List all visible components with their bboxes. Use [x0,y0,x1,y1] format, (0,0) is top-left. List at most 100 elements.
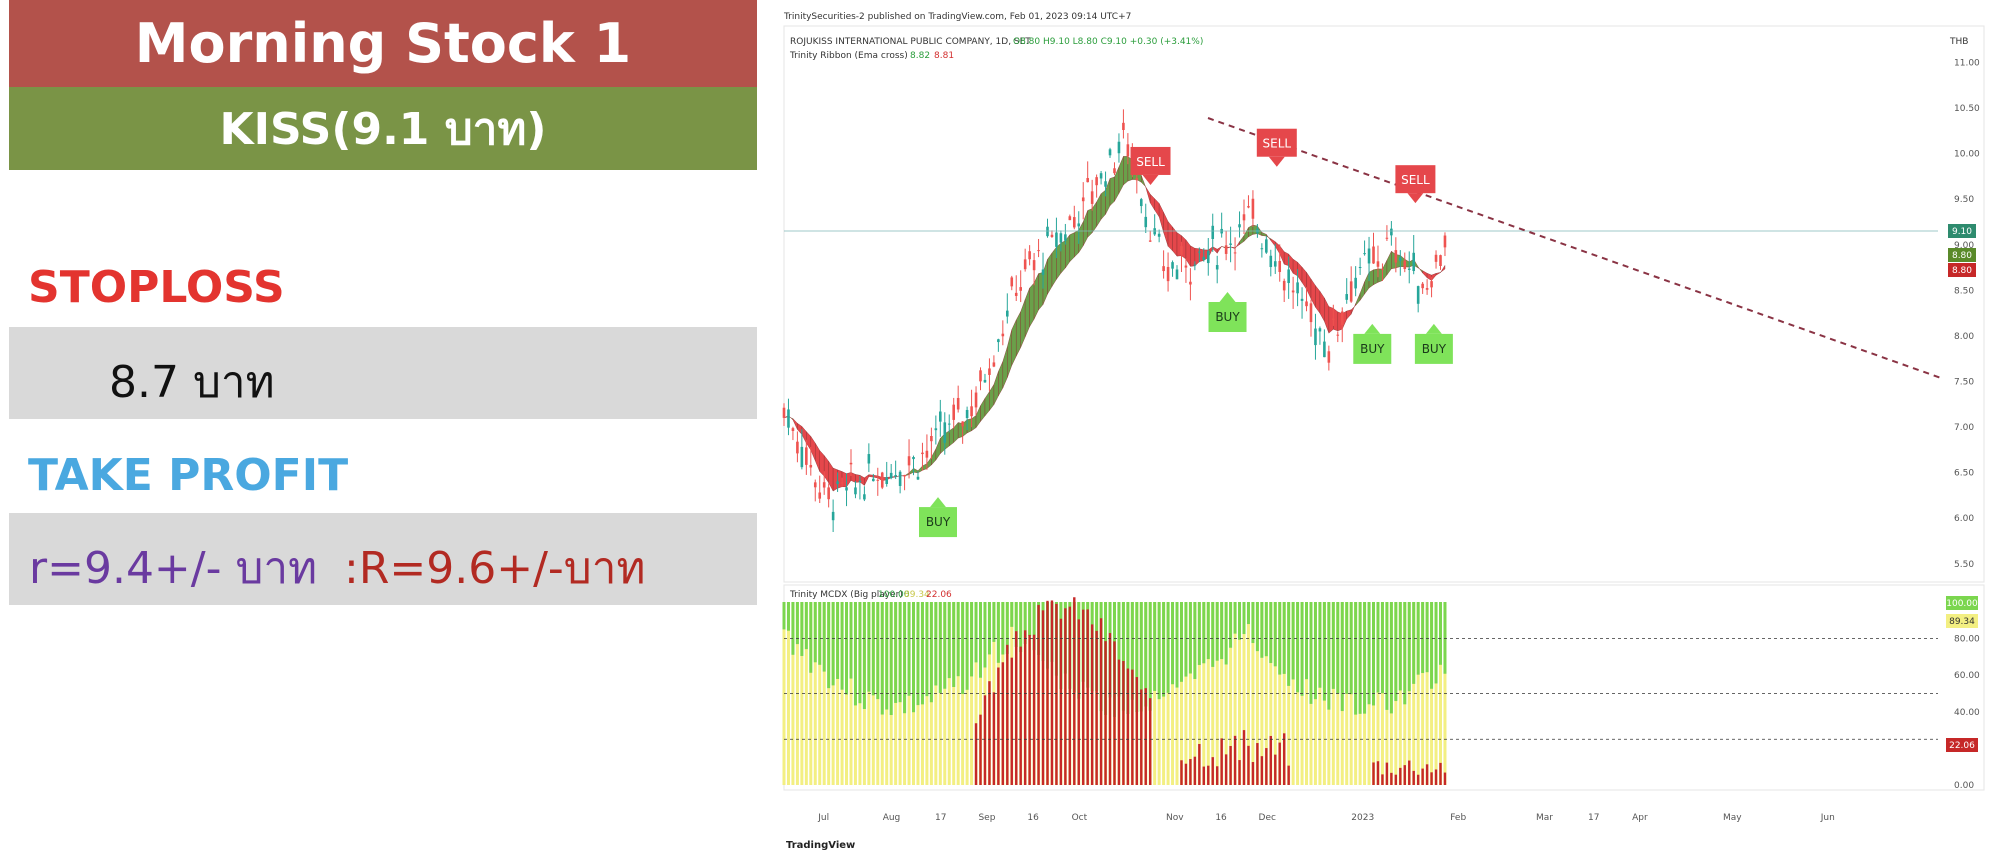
candle-body [1055,233,1058,247]
ribbon-segment [1021,300,1025,348]
candle-body [1363,253,1366,254]
candle-body [1046,227,1049,236]
price-tick-label: 8.50 [1954,286,1974,296]
mcdx-green-bar [890,602,893,715]
symbol-line: ROJUKISS INTERNATIONAL PUBLIC COMPANY, 1… [790,37,1031,47]
candle-body [827,487,830,499]
mcdx-green-bar [894,602,897,703]
ribbon-segment [1039,272,1043,310]
candle-body [1033,260,1036,270]
candle-body [1421,284,1424,288]
candle-body [1010,277,1013,286]
candle-body [1310,303,1313,322]
ribbon-segment [860,475,864,485]
mcdx-green-bar [1225,602,1228,664]
ribbon-segment [1083,210,1087,245]
mcdx-green-bar [858,602,861,703]
ribbon-segment [1369,270,1373,288]
mcdx-red-bar [1015,631,1017,785]
buy-signal: BUY [1353,324,1391,364]
candle-body [1216,265,1219,269]
candle-body [1296,282,1299,293]
mcdx-green-bar [1265,602,1268,656]
ribbon-segment [1168,222,1172,251]
sub-value-tag-label: 100.00 [1946,599,1978,609]
mcdx-red-bar [1234,736,1236,785]
candle-body [1015,293,1018,296]
ribbon-segment [1356,293,1360,305]
candle-body [1332,319,1335,320]
mcdx-red-bar [1421,769,1423,785]
candle-body [908,456,911,465]
candle-body [890,473,893,478]
candle-body [1417,286,1420,304]
mcdx-green-bar [1296,602,1299,692]
candle-body [841,482,844,483]
mcdx-green-bar [957,602,960,676]
candle-body [903,475,906,476]
mcdx-green-bar [1260,602,1263,658]
mcdx-red-bar [1435,769,1437,785]
mcdx-red-bar [1122,661,1124,785]
mcdx-green-bar [948,602,951,678]
ribbon-segment [1119,156,1123,193]
candle-body [926,451,929,458]
sell-arrow [1407,193,1423,203]
mcdx-green-bar [791,602,794,655]
candle-body [939,411,942,421]
mcdx-red-bar [1439,763,1441,785]
buy-arrow [1364,324,1380,334]
candle-body [1247,206,1250,207]
ribbon-segment [1315,286,1319,314]
candle-body [1024,259,1027,269]
price-tick-label: 6.00 [1954,514,1974,524]
mcdx-green-bar [1354,602,1357,715]
mcdx-green-bar [966,602,969,690]
mcdx-red-bar [1002,662,1004,785]
candle-body [1180,246,1183,255]
mcdx-red-bar [1180,760,1182,785]
candle-body [796,442,799,454]
mcdx-green-bar [1376,602,1379,693]
mcdx-green-bar [1167,602,1170,693]
buy-signal: BUY [919,497,957,537]
takeprofit-r1: r=9.4+/- บาท [29,533,317,603]
mcdx-red-bar [1381,774,1383,785]
candle-body [1060,233,1063,242]
sell-label: SELL [1263,137,1292,151]
mcdx-green-bar [814,602,817,662]
candle-body [1283,281,1286,290]
sub-tick-label: 40.00 [1954,708,1980,718]
ribbon-segment [820,451,824,477]
ribbon-segment [1101,190,1105,219]
ribbon-segment [1047,253,1051,294]
candle-body [1278,261,1281,272]
mcdx-green-bar [1363,602,1366,714]
candle-body [1336,335,1339,336]
ribbon-segment [1088,209,1092,238]
ribbon-segment [1074,230,1078,257]
candle-body [1319,328,1322,331]
mcdx-green-bar [1010,602,1013,627]
candle-body [872,479,875,481]
ribbon-segment [1311,279,1315,307]
ribbon-segment [1298,262,1302,282]
mcdx-green-bar [961,602,964,694]
ribbon-segment [1213,247,1217,254]
ribbon-segment [1061,241,1065,274]
ribbon-segment [1164,212,1168,246]
ribbon-segment [1244,228,1248,242]
mcdx-red-bar [1145,688,1147,785]
mcdx-red-bar [1028,635,1030,785]
mcdx-green-bar [988,602,991,654]
mcdx-red-bar [1060,619,1062,785]
mcdx-red-bar [1140,689,1142,785]
mcdx-green-bar [800,602,803,656]
ribbon-segment [918,466,922,473]
ribbon-segment [954,422,958,442]
mcdx-green-bar [934,602,937,685]
x-tick-label: 16 [1027,813,1039,823]
currency-label: THB [1949,37,1968,47]
candle-body [1082,197,1085,201]
mcdx-bars [783,597,1447,785]
